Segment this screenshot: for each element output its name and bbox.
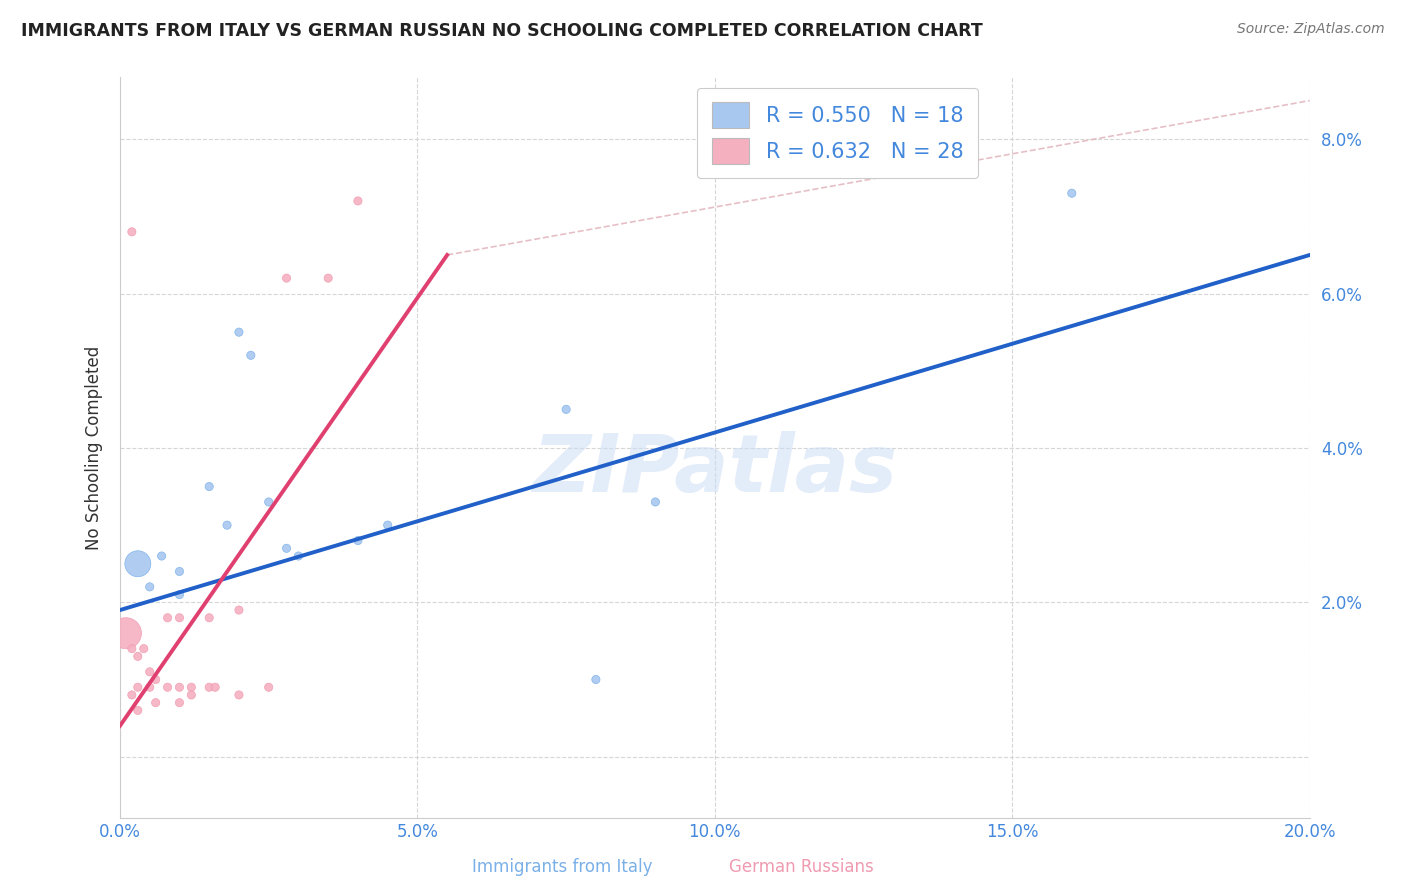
Point (377, 518, 399, 533)
Point (150, 549, 173, 563)
Point (555, 402, 578, 417)
Point (180, 680, 202, 694)
Point (215, 518, 238, 533)
Point (228, 688, 250, 702)
Point (169, 680, 191, 694)
Point (198, 680, 221, 694)
Point (127, 703, 149, 717)
Point (287, 549, 309, 563)
Point (228, 325, 250, 339)
Point (180, 688, 202, 702)
Legend: R = 0.550   N = 18, R = 0.632   N = 28: R = 0.550 N = 18, R = 0.632 N = 28 (697, 87, 979, 178)
Point (127, 680, 149, 694)
Point (169, 611, 191, 625)
Point (276, 271, 298, 285)
Point (138, 580, 160, 594)
Point (316, 271, 339, 285)
Point (198, 479, 221, 493)
Point (121, 641, 143, 656)
Point (644, 495, 666, 509)
Point (138, 680, 160, 694)
Point (1060, 186, 1083, 201)
Point (127, 649, 149, 664)
Text: Immigrants from Italy: Immigrants from Italy (472, 858, 652, 876)
Text: IMMIGRANTS FROM ITALY VS GERMAN RUSSIAN NO SCHOOLING COMPLETED CORRELATION CHART: IMMIGRANTS FROM ITALY VS GERMAN RUSSIAN … (21, 22, 983, 40)
Point (132, 641, 155, 656)
Point (145, 696, 167, 710)
Text: German Russians: German Russians (730, 858, 873, 876)
Point (156, 680, 179, 694)
Point (138, 665, 160, 679)
Point (169, 565, 191, 579)
Point (257, 680, 280, 694)
Point (347, 194, 370, 208)
Text: ZIPatlas: ZIPatlas (533, 431, 897, 509)
Point (115, 626, 138, 640)
Point (127, 557, 149, 571)
Point (585, 673, 607, 687)
Point (121, 225, 143, 239)
Point (347, 533, 370, 548)
Point (121, 688, 143, 702)
Point (257, 495, 280, 509)
Point (204, 680, 226, 694)
Point (145, 673, 167, 687)
Point (169, 696, 191, 710)
Point (198, 611, 221, 625)
Point (169, 588, 191, 602)
Point (276, 541, 298, 556)
Point (239, 348, 262, 362)
Point (228, 603, 250, 617)
Y-axis label: No Schooling Completed: No Schooling Completed (86, 346, 103, 550)
Point (156, 611, 179, 625)
Text: Source: ZipAtlas.com: Source: ZipAtlas.com (1237, 22, 1385, 37)
